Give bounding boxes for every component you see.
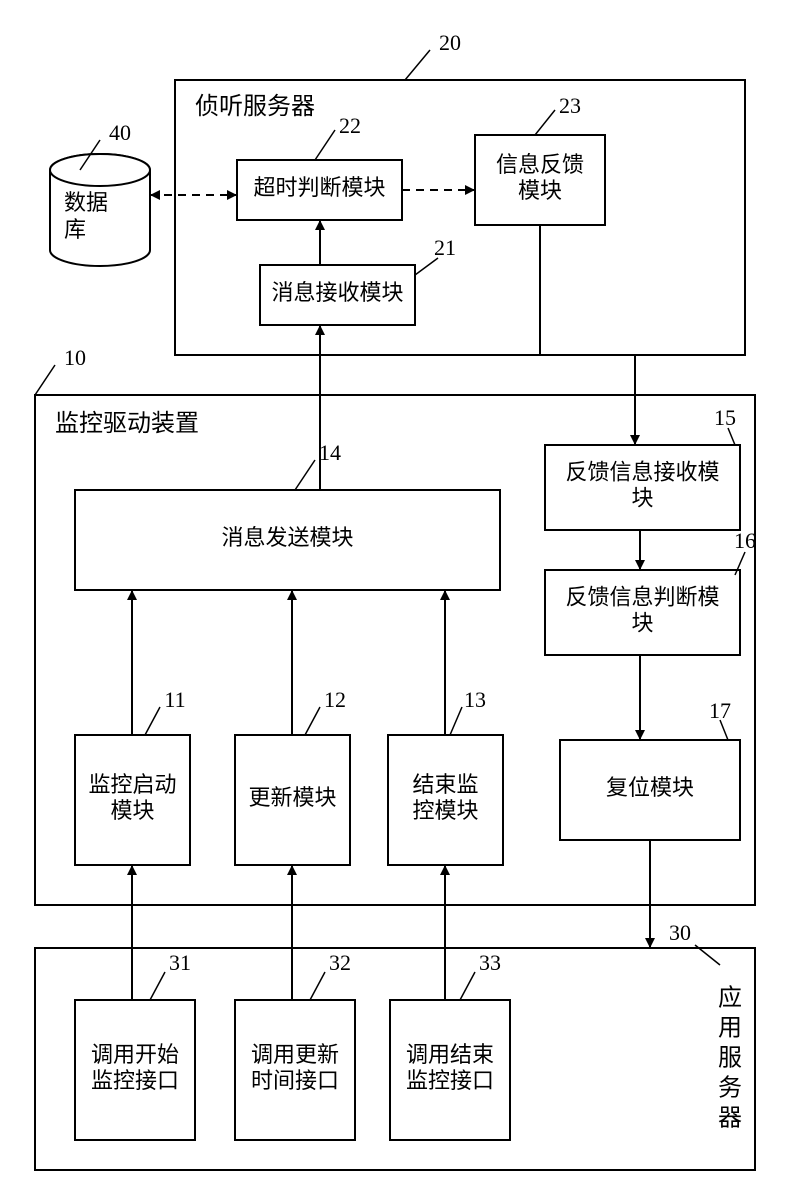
svg-text:监控启动: 监控启动	[88, 772, 176, 797]
node-n31: 调用开始监控接口 31	[75, 950, 195, 1140]
node-n14: 消息发送模块 14	[75, 440, 500, 590]
svg-text:15: 15	[714, 405, 736, 430]
svg-text:16: 16	[734, 528, 756, 553]
svg-text:用: 用	[718, 1016, 742, 1042]
svg-text:17: 17	[709, 698, 731, 723]
svg-text:调用结束: 调用结束	[406, 1042, 494, 1067]
svg-text:32: 32	[329, 950, 351, 975]
svg-text:30: 30	[669, 920, 691, 945]
svg-text:33: 33	[479, 950, 501, 975]
svg-text:服: 服	[718, 1046, 742, 1072]
svg-text:更新模块: 更新模块	[248, 785, 336, 810]
svg-text:反馈信息判断模: 反馈信息判断模	[565, 585, 719, 610]
node-n22: 超时判断模块 22	[237, 113, 402, 220]
node-n21: 消息接收模块 21	[260, 235, 456, 325]
svg-text:模块: 模块	[518, 178, 562, 203]
svg-text:21: 21	[434, 235, 456, 260]
edge-4	[540, 225, 635, 445]
svg-text:22: 22	[339, 113, 361, 138]
svg-text:应: 应	[718, 985, 742, 1012]
svg-text:务: 务	[718, 1075, 742, 1102]
svg-text:11: 11	[164, 687, 185, 712]
svg-text:信息反馈: 信息反馈	[496, 152, 584, 177]
svg-text:结束监: 结束监	[412, 772, 478, 797]
svg-text:监控接口: 监控接口	[406, 1068, 494, 1093]
svg-text:消息发送模块: 消息发送模块	[221, 525, 353, 550]
database-cylinder: 数据库 40	[50, 120, 150, 266]
node-n33: 调用结束监控接口 33	[390, 950, 510, 1140]
svg-text:数据: 数据	[64, 190, 108, 215]
svg-text:40: 40	[109, 120, 131, 145]
node-n15: 反馈信息接收模块 15	[545, 405, 740, 530]
svg-text:14: 14	[319, 440, 341, 465]
node-n16: 反馈信息判断模块 16	[545, 528, 756, 655]
diagram-canvas: 侦听服务器20监控驱动装置10应用服务器30数据库40超时判断模块22信息反馈模…	[0, 0, 800, 1199]
svg-text:控模块: 控模块	[412, 798, 478, 823]
svg-text:超时判断模块: 超时判断模块	[253, 175, 385, 200]
svg-text:调用更新: 调用更新	[251, 1042, 339, 1067]
svg-text:库: 库	[64, 217, 86, 242]
svg-text:时间接口: 时间接口	[251, 1068, 339, 1093]
svg-text:块: 块	[631, 611, 653, 636]
svg-text:31: 31	[169, 950, 191, 975]
svg-text:块: 块	[631, 486, 653, 511]
node-n17: 复位模块 17	[560, 698, 740, 840]
svg-text:侦听服务器: 侦听服务器	[195, 93, 315, 120]
svg-text:反馈信息接收模: 反馈信息接收模	[565, 460, 719, 485]
svg-text:10: 10	[64, 345, 86, 370]
svg-text:12: 12	[324, 687, 346, 712]
svg-text:调用开始: 调用开始	[91, 1042, 179, 1067]
svg-text:模块: 模块	[110, 798, 154, 823]
node-n23: 信息反馈模块 23	[475, 93, 605, 225]
svg-text:器: 器	[718, 1106, 742, 1132]
svg-text:23: 23	[559, 93, 581, 118]
node-n32: 调用更新时间接口 32	[235, 950, 355, 1140]
svg-text:复位模块: 复位模块	[606, 775, 694, 800]
svg-text:13: 13	[464, 687, 486, 712]
svg-text:20: 20	[439, 30, 461, 55]
svg-text:监控接口: 监控接口	[91, 1068, 179, 1093]
svg-text:监控驱动装置: 监控驱动装置	[55, 410, 199, 437]
svg-text:消息接收模块: 消息接收模块	[271, 280, 403, 305]
